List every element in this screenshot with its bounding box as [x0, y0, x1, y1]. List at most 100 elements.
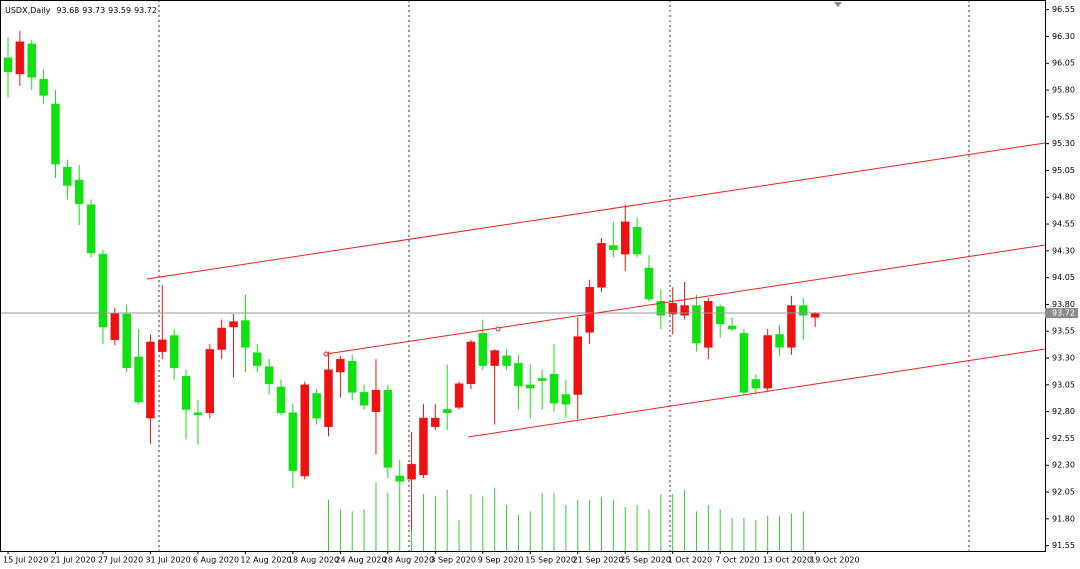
current-price-box — [1045, 308, 1078, 319]
header-close: 93.72 — [134, 6, 157, 15]
candle-body — [763, 335, 772, 389]
plot-border — [0, 0, 1046, 552]
candle-body — [229, 321, 238, 328]
chart-title: USDX,Daily — [5, 6, 51, 15]
candle-body — [146, 341, 155, 419]
y-tick-label: 96.55 — [1052, 5, 1075, 14]
candle-body — [620, 221, 630, 255]
candle-body — [300, 384, 309, 477]
y-tick-label: 94.05 — [1052, 273, 1075, 282]
trend-anchor[interactable] — [495, 326, 501, 332]
trend-anchor[interactable] — [323, 351, 329, 357]
candle-body — [74, 179, 84, 204]
y-tick-label: 92.30 — [1052, 461, 1075, 470]
x-tick-label: 25 Sep 2020 — [620, 556, 671, 565]
candle-body — [15, 41, 25, 75]
candle-body — [98, 253, 108, 328]
trend-line[interactable] — [325, 244, 1046, 355]
candle-body — [122, 313, 131, 368]
candle-body — [514, 363, 523, 387]
candle-body — [27, 43, 36, 78]
x-tick-label: 15 Jul 2020 — [3, 556, 48, 565]
candle-body — [561, 394, 571, 405]
candle-body — [217, 327, 226, 350]
x-tick-label: 28 Aug 2020 — [383, 556, 434, 565]
candle-body — [787, 305, 796, 348]
y-tick-label: 95.80 — [1052, 86, 1075, 95]
candle-body — [727, 325, 737, 330]
candle-body — [442, 409, 452, 413]
y-tick-label: 93.30 — [1052, 354, 1075, 363]
candle-body — [253, 352, 262, 366]
trend-line[interactable] — [467, 348, 1046, 438]
candle-body — [680, 305, 689, 316]
candle-body — [383, 389, 393, 468]
y-tick-label: 91.80 — [1052, 514, 1075, 523]
header-open: 93.68 — [56, 6, 79, 15]
x-tick-label: 13 Oct 2020 — [763, 556, 812, 565]
candle-body — [644, 267, 654, 300]
candle-body — [158, 339, 167, 352]
candle-body — [478, 333, 488, 366]
candle-body — [39, 79, 48, 96]
y-tick-label: 93.80 — [1052, 300, 1075, 309]
current-price-label: 93.72 — [1052, 309, 1075, 318]
candle-body — [490, 350, 499, 366]
candle-body — [751, 379, 761, 389]
y-tick-label: 95.30 — [1052, 139, 1075, 148]
candle-body — [656, 300, 666, 316]
y-tick-label: 92.80 — [1052, 407, 1075, 416]
candle-body — [241, 320, 250, 348]
candle-body — [739, 333, 749, 393]
candle-body — [597, 243, 606, 288]
y-tick-label: 94.80 — [1052, 193, 1075, 202]
candle-body — [549, 373, 559, 404]
x-tick-label: 6 Aug 2020 — [193, 556, 239, 565]
plot-area — [0, 31, 1045, 551]
candle-body — [359, 392, 369, 406]
candle-body — [526, 384, 535, 389]
trend-line[interactable] — [146, 142, 1046, 280]
candle-body — [347, 361, 357, 393]
x-tick-label: 18 Aug 2020 — [288, 556, 339, 565]
candle-body — [502, 355, 511, 366]
x-tick-label: 19 Oct 2020 — [810, 556, 859, 565]
x-tick-label: 1 Oct 2020 — [668, 556, 712, 565]
y-tick-label: 95.55 — [1052, 112, 1075, 121]
candle-body — [169, 335, 179, 368]
candle-body — [585, 287, 594, 333]
candle-body — [692, 305, 701, 344]
x-tick-label: 3 Sep 2020 — [430, 556, 476, 565]
candle-body — [668, 303, 677, 315]
candle-body — [632, 227, 642, 255]
x-tick-label: 15 Sep 2020 — [525, 556, 576, 565]
candle-body — [454, 383, 464, 408]
x-tick-label: 31 Jul 2020 — [145, 556, 190, 565]
candle-body — [810, 312, 820, 318]
candle-body — [466, 341, 476, 385]
candle-body — [3, 57, 13, 73]
y-tick-label: 93.55 — [1052, 327, 1075, 336]
candle-body — [181, 376, 191, 410]
candle-body — [312, 393, 321, 419]
candle-body — [134, 356, 143, 403]
y-tick-label: 95.05 — [1052, 166, 1075, 175]
chart-header: USDX,Daily 93.68 93.73 93.59 93.72 — [5, 6, 157, 15]
shift-marker[interactable] — [834, 2, 842, 7]
y-tick-label: 96.05 — [1052, 59, 1075, 68]
x-tick-label: 21 Sep 2020 — [573, 556, 624, 565]
candle-body — [715, 306, 725, 324]
candle-body — [193, 412, 203, 416]
y-tick-label: 92.55 — [1052, 434, 1075, 443]
candle-body — [110, 312, 120, 341]
candle-body — [264, 366, 274, 385]
candle-body — [324, 369, 333, 427]
candle-body — [431, 417, 440, 427]
candle-body — [51, 103, 60, 165]
candle-body — [407, 463, 416, 480]
candle-body — [609, 245, 618, 251]
x-tick-label: 21 Jul 2020 — [50, 556, 95, 565]
